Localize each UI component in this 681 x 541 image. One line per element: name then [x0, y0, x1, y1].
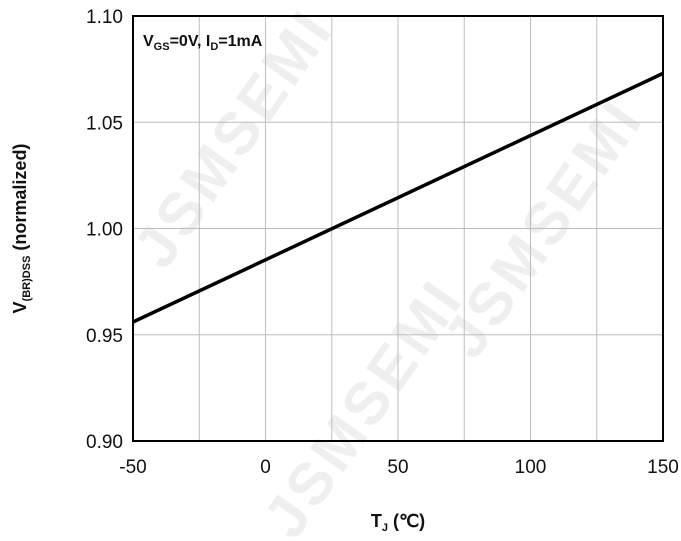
y-tick-label: 0.95 — [86, 326, 123, 347]
annotation-subscript: D — [210, 41, 218, 53]
x-axis-title-main: T — [371, 511, 382, 531]
chart-annotation: VGS=0V, ID=1mA — [143, 33, 263, 53]
x-axis-title-sub: J — [382, 522, 388, 534]
y-tick-label: 1.00 — [86, 220, 123, 241]
y-axis-title: V(BR)DSS (normalized) — [10, 144, 33, 314]
annotation-subscript: GS — [154, 41, 170, 53]
x-tick-labels: -50 0 50 100 150 — [119, 457, 679, 478]
x-tick-label: -50 — [119, 457, 146, 478]
watermark-text: JSMSEMI — [250, 267, 476, 541]
y-axis-title-main: V — [10, 301, 30, 313]
annotation-text: =1mA — [218, 33, 262, 50]
y-axis-title-suffix: (normalized) — [10, 144, 30, 256]
annotation-text: =0V, I — [170, 33, 211, 50]
y-tick-label: 1.05 — [86, 113, 123, 134]
x-tick-label: 100 — [515, 457, 547, 478]
y-tick-label: 1.10 — [86, 7, 123, 28]
x-tick-label: 150 — [647, 457, 679, 478]
y-tick-label: 0.90 — [86, 432, 123, 453]
y-tick-labels: 0.90 0.95 1.00 1.05 1.10 — [86, 7, 123, 453]
grid-layer — [132, 15, 664, 442]
x-tick-label: 50 — [387, 457, 408, 478]
x-axis-title: TJ (℃) — [371, 511, 425, 534]
x-tick-label: 0 — [260, 457, 271, 478]
plot-frame — [132, 15, 664, 442]
x-axis-title-suffix: (℃) — [388, 511, 425, 531]
series-line — [132, 71, 664, 324]
series-layer — [132, 71, 664, 324]
annotation-text: V — [143, 33, 154, 50]
y-axis-title-sub: (BR)DSS — [21, 256, 33, 302]
